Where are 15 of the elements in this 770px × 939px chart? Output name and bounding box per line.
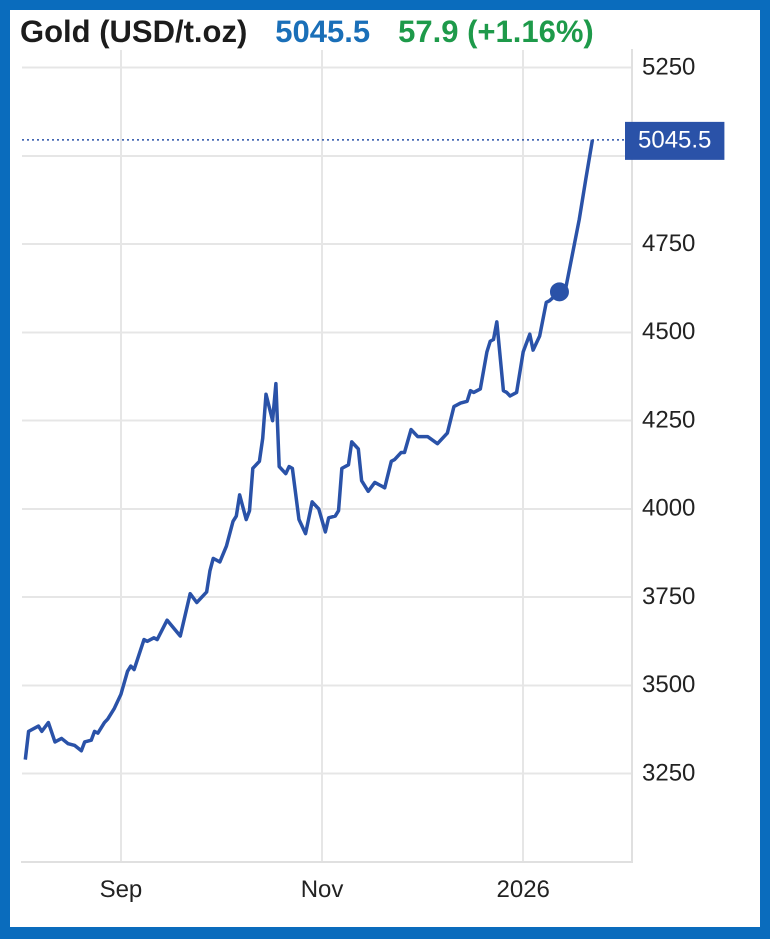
chart-title: Gold (USD/t.oz): [20, 14, 248, 50]
x-tick-label: 2026: [496, 876, 550, 904]
y-tick-label: 3750: [642, 582, 696, 610]
y-tick-label: 5250: [642, 53, 696, 80]
y-tick-label: 3250: [642, 759, 696, 786]
y-tick-label: 4000: [642, 494, 696, 522]
x-tick-label: Sep: [100, 876, 142, 904]
text: 57.9 (+1.16%): [398, 14, 594, 50]
y-tick-label: 3500: [642, 671, 696, 698]
x-tick-label: Nov: [300, 876, 344, 904]
ref-line-label: 5045.5: [638, 126, 712, 154]
y-tick-label: 4250: [642, 406, 696, 434]
text: 5045.5: [275, 14, 370, 50]
y-tick-label: 4500: [642, 318, 696, 346]
y-tick-label: 4750: [642, 230, 696, 257]
